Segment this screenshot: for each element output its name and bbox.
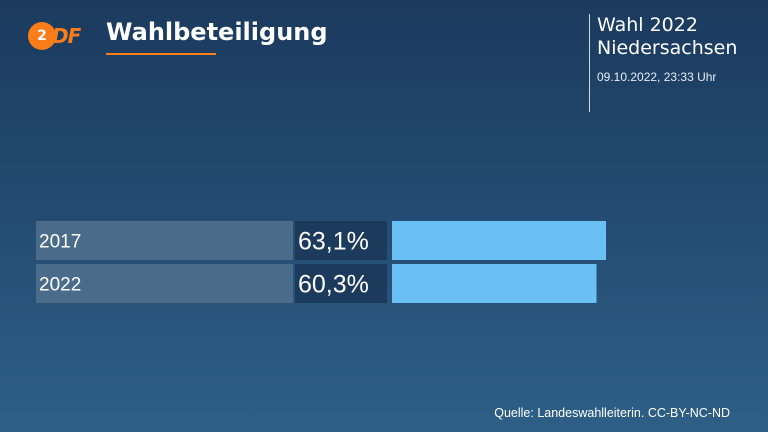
zdf-logo-mark: 2 [28, 22, 56, 50]
zdf-logo-text: DF [52, 24, 81, 48]
value-cell-2017 [295, 221, 387, 260]
zdf-logo: 2 DF [28, 22, 108, 50]
value-label-2017: 63,1% [298, 228, 369, 256]
election-region: Niedersachsen [597, 37, 738, 59]
category-label-2022: 2022 [39, 275, 81, 296]
category-cell-2022 [36, 264, 293, 303]
value-label-2022: 60,3% [298, 271, 369, 299]
bar-2022 [392, 264, 597, 303]
election-year: Wahl 2022 [597, 14, 698, 36]
category-cell-2017 [36, 221, 293, 260]
source-note: Quelle: Landeswahlleiterin. CC-BY-NC-ND [494, 406, 730, 420]
timestamp: 09.10.2022, 23:33 Uhr [597, 70, 717, 84]
category-label-2017: 2017 [39, 232, 81, 253]
title-underline [106, 53, 216, 55]
election-info: Wahl 2022 Niedersachsen 09.10.2022, 23:3… [589, 14, 767, 112]
page-title: Wahlbeteiligung [106, 18, 328, 46]
bar-2017 [392, 221, 606, 260]
value-cell-2022 [295, 264, 387, 303]
